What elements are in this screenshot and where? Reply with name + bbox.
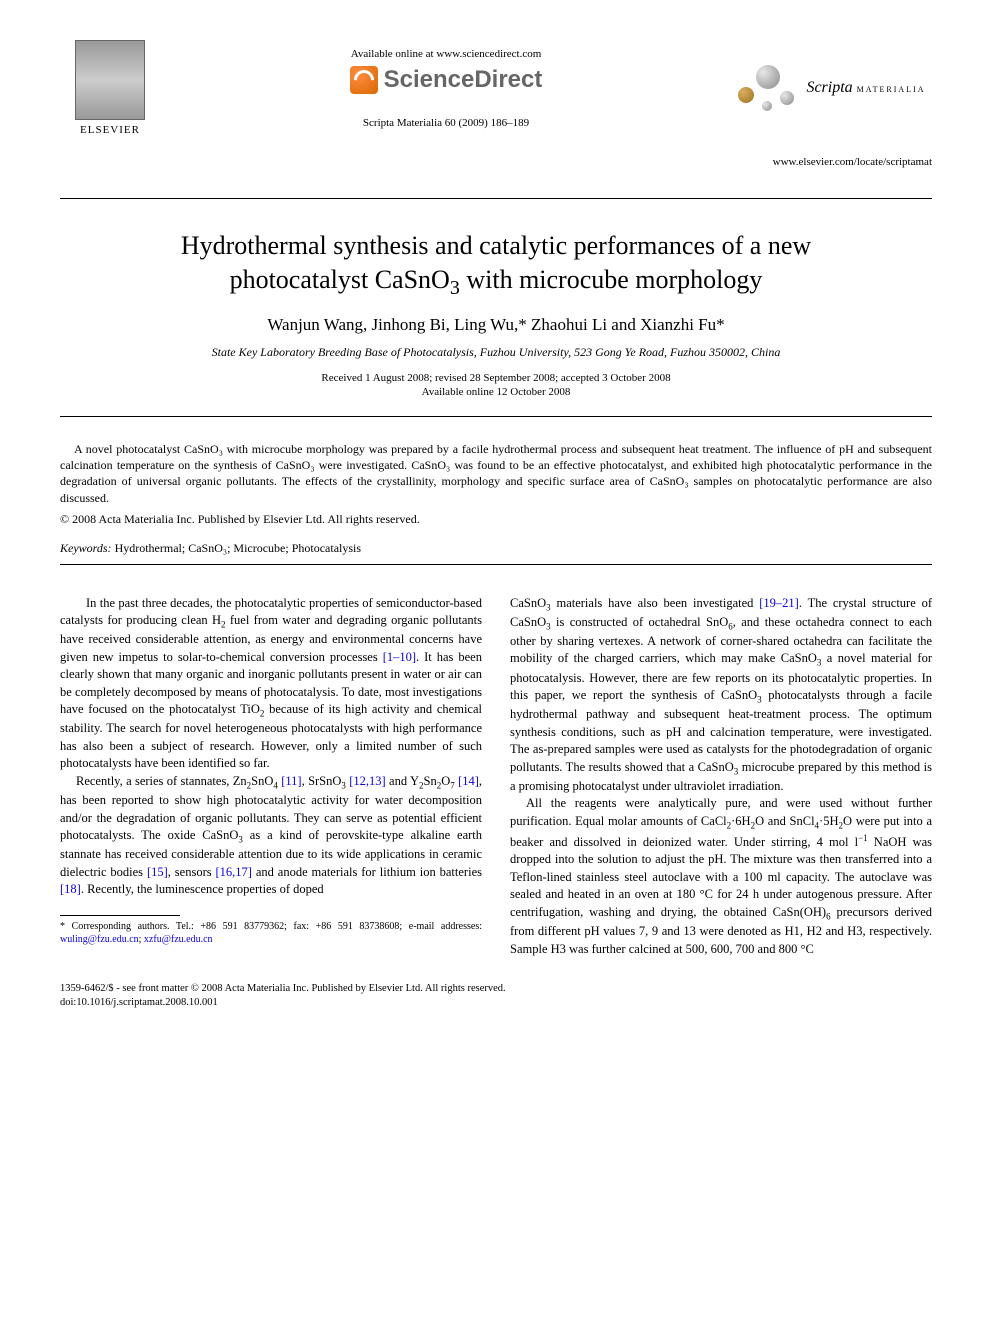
scripta-molecule-icon: [738, 63, 798, 113]
center-header: Available online at www.sciencedirect.co…: [160, 48, 732, 129]
scripta-subtitle: MATERIALIA: [857, 85, 926, 94]
body-p3: CaSnO3 materials have also been investig…: [510, 595, 932, 795]
right-column: CaSnO3 materials have also been investig…: [510, 595, 932, 958]
elsevier-tree-icon: [75, 40, 145, 120]
sciencedirect-swirl-icon: [350, 66, 378, 94]
corresponding-footnote: * Corresponding authors. Tel.: +86 591 8…: [60, 920, 482, 946]
sciencedirect-brand: ScienceDirect: [350, 66, 543, 94]
abstract: A novel photocatalyst CaSnO₃ with microc…: [60, 441, 932, 506]
title-line1: Hydrothermal synthesis and catalytic per…: [181, 231, 811, 260]
page-footer: 1359-6462/$ - see front matter © 2008 Ac…: [60, 982, 932, 1009]
keywords-text: Hydrothermal; CaSnO₃; Microcube; Photoca…: [112, 541, 361, 555]
received-dates: Received 1 August 2008; revised 28 Septe…: [60, 372, 932, 384]
elsevier-label: ELSEVIER: [80, 124, 140, 136]
header-rule: [60, 198, 932, 199]
body-p4: All the reagents were analytically pure,…: [510, 795, 932, 958]
footer-doi: doi:10.1016/j.scriptamat.2008.10.001: [60, 996, 932, 1010]
left-column: In the past three decades, the photocata…: [60, 595, 482, 958]
elsevier-logo-block: ELSEVIER: [60, 40, 160, 136]
abstract-top-rule: [60, 416, 932, 417]
scripta-logo: Scripta MATERIALIA: [732, 63, 932, 113]
ref-1-10[interactable]: [1–10]: [383, 650, 416, 664]
ref-18[interactable]: [18]: [60, 882, 81, 896]
paper-title: Hydrothermal synthesis and catalytic per…: [100, 229, 892, 301]
title-line2-pre: photocatalyst CaSnO: [230, 265, 450, 294]
abstract-copyright: © 2008 Acta Materialia Inc. Published by…: [60, 512, 932, 527]
ref-15[interactable]: [15]: [147, 865, 168, 879]
abstract-text: A novel photocatalyst CaSnO₃ with microc…: [60, 441, 932, 506]
sciencedirect-text: ScienceDirect: [384, 66, 543, 94]
abstract-bottom-rule: [60, 564, 932, 565]
locate-url[interactable]: www.elsevier.com/locate/scriptamat: [60, 156, 932, 168]
keywords-label: Keywords:: [60, 541, 112, 555]
online-date: Available online 12 October 2008: [60, 386, 932, 398]
scripta-brand-block: Scripta MATERIALIA: [732, 63, 932, 113]
footnote-rule: [60, 915, 180, 916]
body-columns: In the past three decades, the photocata…: [60, 595, 932, 958]
footnote-text: * Corresponding authors. Tel.: +86 591 8…: [60, 921, 482, 932]
ref-12-13[interactable]: [12,13]: [349, 774, 385, 788]
ref-11[interactable]: [11]: [281, 774, 301, 788]
ref-19-21[interactable]: [19–21]: [759, 596, 799, 610]
body-p1: In the past three decades, the photocata…: [60, 595, 482, 773]
footer-copyright: 1359-6462/$ - see front matter © 2008 Ac…: [60, 982, 932, 996]
available-online-text: Available online at www.sciencedirect.co…: [160, 48, 732, 60]
keywords: Keywords: Hydrothermal; CaSnO₃; Microcub…: [60, 541, 932, 556]
affiliation: State Key Laboratory Breeding Base of Ph…: [60, 345, 932, 360]
body-p2: Recently, a series of stannates, Zn2SnO4…: [60, 773, 482, 899]
journal-header: ELSEVIER Available online at www.science…: [60, 40, 932, 136]
scripta-title: Scripta: [806, 79, 852, 96]
footnote-email1[interactable]: wuling@fzu.edu.cn: [60, 934, 139, 945]
title-line2-post: with microcube morphology: [460, 265, 763, 294]
authors: Wanjun Wang, Jinhong Bi, Ling Wu,* Zhaoh…: [60, 315, 932, 335]
ref-16-17[interactable]: [16,17]: [216, 865, 252, 879]
title-sub3: 3: [450, 277, 460, 299]
footnote-email2[interactable]: xzfu@fzu.edu.cn: [144, 934, 213, 945]
ref-14[interactable]: [14]: [458, 774, 479, 788]
journal-reference: Scripta Materialia 60 (2009) 186–189: [160, 117, 732, 129]
